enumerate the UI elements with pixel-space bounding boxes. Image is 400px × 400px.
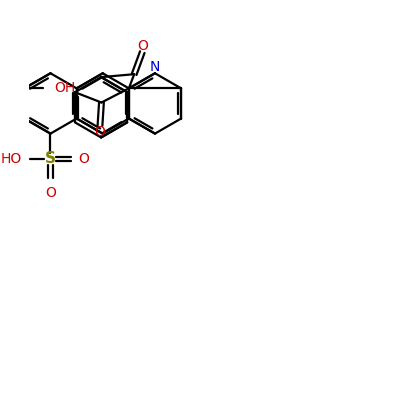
Text: O: O bbox=[138, 39, 148, 53]
Text: O: O bbox=[94, 124, 105, 138]
Text: N: N bbox=[150, 60, 160, 74]
Text: OH: OH bbox=[54, 81, 75, 95]
Text: HO: HO bbox=[0, 152, 22, 166]
Text: O: O bbox=[78, 152, 89, 166]
Text: O: O bbox=[45, 186, 56, 200]
Text: S: S bbox=[45, 151, 56, 166]
